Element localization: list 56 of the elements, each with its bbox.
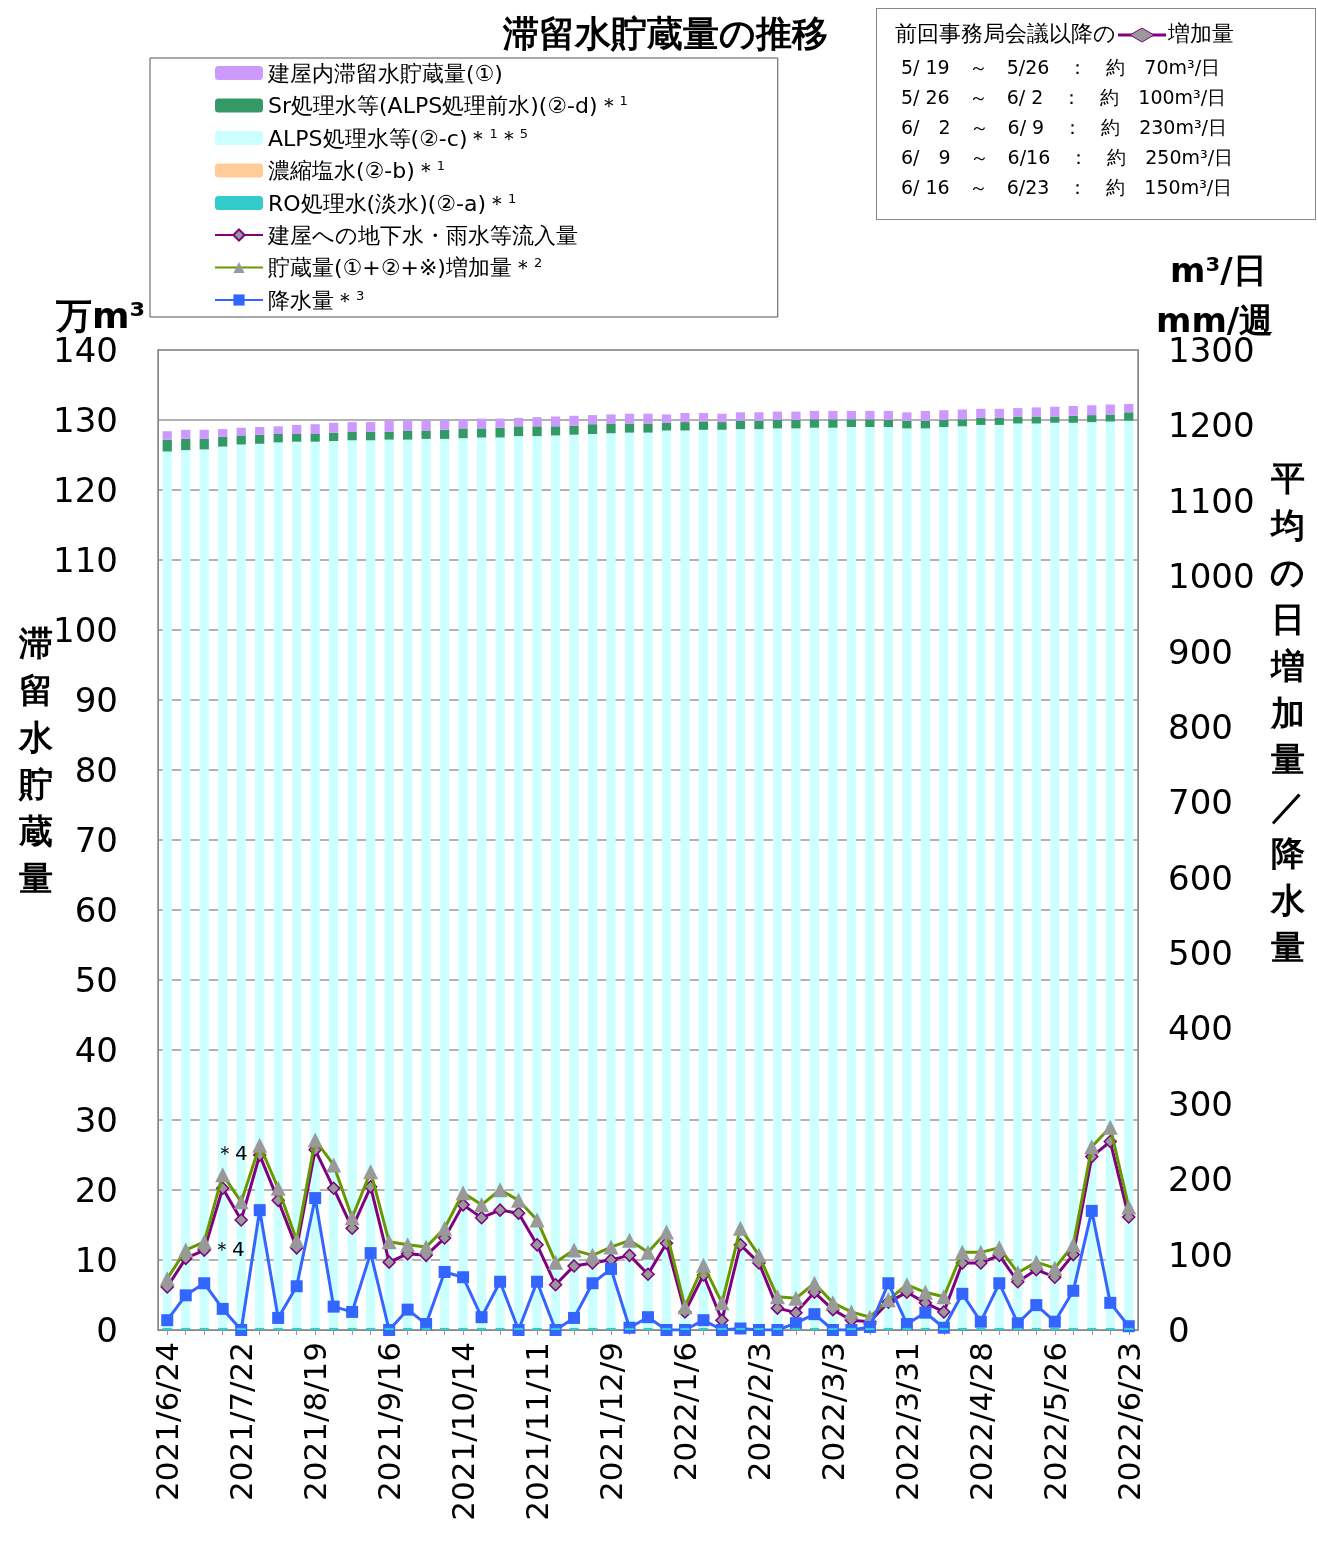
text: 前回事務局会議以降の (895, 21, 1116, 46)
y2-tick-label: 100 (1168, 1234, 1233, 1275)
y-tick-label: 60 (74, 890, 118, 930)
y-tick-label: 40 (74, 1030, 118, 1070)
x-tick-label: 2021/12/9 (593, 1342, 630, 1501)
x-tick-label: 2021/11/11 (519, 1342, 556, 1521)
y2-tick-label: 1200 (1168, 405, 1255, 446)
y-tick-label: 70 (74, 820, 118, 860)
y-tick-label: 20 (74, 1170, 118, 1210)
chart-title: 滞留水貯蔵量の推移 (501, 12, 828, 54)
x-tick-label: 2021/10/14 (445, 1342, 482, 1521)
legend-label: 建屋内滞留水貯蔵量(①) (267, 60, 503, 86)
y-tick-label: 130 (53, 400, 118, 440)
y-tick-label: 80 (74, 750, 118, 790)
x-tick-label: 2021/7/22 (223, 1342, 260, 1501)
text: 増加量 (1168, 21, 1234, 46)
text: 6/ 2 ～ 6/ 9 ： 約 230m³/日 (901, 115, 1227, 140)
x-tick-label: 2022/5/26 (1036, 1342, 1073, 1501)
text: 平均の日増加量／降水量 (1270, 458, 1306, 968)
y-tick-label: 50 (74, 960, 118, 1000)
x-tick-label: 2021/8/19 (297, 1342, 334, 1501)
y2-tick-label: 800 (1168, 706, 1233, 747)
legend-label: 建屋への地下水・雨水等流入量 (267, 222, 578, 248)
y-tick-label: 30 (74, 1100, 118, 1140)
y2-tick-label: 600 (1168, 857, 1233, 898)
y2-tick-label: 700 (1168, 782, 1233, 823)
text: 5/ 26 ～ 6/ 2 ： 約 100m³/日 (901, 85, 1227, 110)
x-tick-label: 2022/1/6 (666, 1342, 703, 1482)
text: 6/ 9 ～ 6/16 ： 約 250m³/日 (901, 145, 1234, 170)
text: 5/ 19 ～ 5/26 ： 約 70m³/日 (901, 55, 1221, 80)
x-tick-label: 2022/2/3 (740, 1342, 777, 1482)
y2-tick-label: 300 (1168, 1083, 1233, 1124)
y2-tick-label: 0 (1168, 1310, 1190, 1350)
y-tick-label: 0 (96, 1310, 118, 1350)
text: m³/日 (1170, 249, 1267, 292)
text: 6/ 16 ～ 6/23 ： 約 150m³/日 (901, 175, 1233, 200)
y-axis-title: 滞留水貯蔵量 (18, 622, 54, 900)
y-tick-label: 100 (53, 610, 118, 650)
y2-tick-label: 1100 (1168, 480, 1255, 521)
x-tick-label: 2021/9/16 (371, 1342, 408, 1501)
y2-tick-label: 1000 (1168, 556, 1255, 597)
x-tick-label: 2022/3/31 (888, 1342, 925, 1501)
y2-tick-label: 200 (1168, 1159, 1233, 1200)
y2-tick-label: 400 (1168, 1008, 1233, 1049)
y2-tick-label: 900 (1168, 631, 1233, 672)
x-tick-label: 2022/4/28 (962, 1342, 999, 1501)
y2-tick-label: 500 (1168, 933, 1233, 974)
annotation: ＊4 (212, 1236, 245, 1263)
annotation: ＊4 (215, 1140, 248, 1167)
y-tick-label: 120 (53, 470, 118, 510)
y-tick-label: 90 (74, 680, 118, 720)
x-tick-label: 2022/3/3 (814, 1342, 851, 1482)
x-tick-label: 2021/6/24 (149, 1342, 186, 1501)
y-tick-label: 10 (74, 1240, 118, 1280)
x-tick-label: 2022/6/23 (1110, 1342, 1147, 1501)
y-tick-label: 110 (53, 540, 118, 580)
